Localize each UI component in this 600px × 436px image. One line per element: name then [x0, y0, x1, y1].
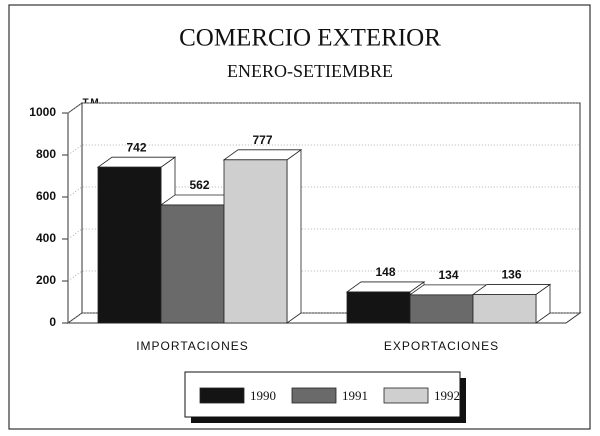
- y-tick-label: 400: [36, 231, 56, 245]
- y-tick-label: 200: [36, 273, 56, 287]
- bar: [472, 294, 537, 324]
- data-label: 148: [375, 265, 395, 279]
- legend-label: 1992: [434, 388, 460, 403]
- chart-title: COMERCIO EXTERIOR: [179, 25, 441, 52]
- bar-top: [96, 156, 177, 168]
- bar-top: [471, 284, 552, 295]
- legend-label: 1990: [250, 388, 276, 403]
- bar: [160, 204, 225, 324]
- y-tick-label: 0: [49, 315, 56, 329]
- y-tick-label: 800: [36, 147, 56, 161]
- x-tick-label: IMPORTACIONES: [136, 339, 249, 353]
- y-tick-label: 1000: [29, 105, 56, 119]
- data-label: 777: [252, 133, 272, 147]
- data-label: 562: [189, 178, 209, 192]
- legend-swatch: [291, 387, 337, 404]
- bar: [346, 291, 411, 324]
- bar-top: [345, 281, 426, 293]
- left-wall: [67, 102, 83, 324]
- data-label: 136: [501, 268, 521, 282]
- bar: [223, 159, 288, 324]
- y-tick-label: 600: [36, 189, 56, 203]
- bar: [97, 166, 162, 324]
- data-label: 134: [438, 268, 458, 282]
- x-tick-label: EXPORTACIONES: [384, 339, 499, 353]
- bar-side: [286, 149, 302, 324]
- legend-label: 1991: [342, 388, 368, 403]
- bar-top: [222, 149, 303, 161]
- legend-swatch: [199, 387, 245, 404]
- bar: [409, 294, 474, 324]
- legend-swatch: [383, 387, 429, 404]
- chart-subtitle: ENERO-SETIEMBRE: [227, 61, 393, 81]
- data-label: 742: [126, 140, 146, 154]
